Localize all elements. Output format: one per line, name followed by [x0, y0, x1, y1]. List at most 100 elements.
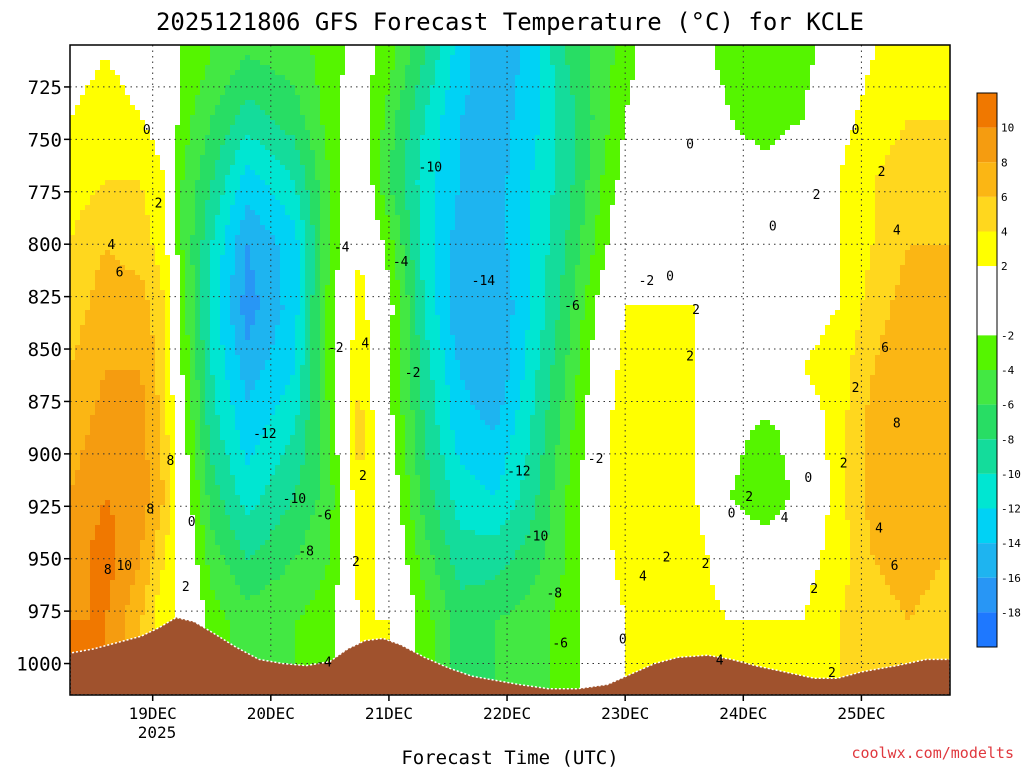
field-cell	[190, 355, 196, 361]
field-cell	[135, 535, 141, 541]
field-cell	[70, 565, 76, 571]
field-cell	[220, 635, 226, 641]
field-cell	[140, 405, 146, 411]
field-cell	[95, 615, 101, 621]
field-cell	[200, 380, 206, 386]
field-cell	[215, 520, 221, 526]
field-cell	[230, 590, 236, 596]
field-cell	[90, 475, 96, 481]
field-cell	[225, 170, 231, 176]
field-cell	[110, 330, 116, 336]
field-cell	[215, 320, 221, 326]
field-cell	[215, 450, 221, 456]
field-cell	[215, 235, 221, 241]
field-cell	[165, 265, 171, 271]
field-cell	[170, 95, 176, 101]
field-cell	[90, 535, 96, 541]
field-cell	[115, 295, 121, 301]
field-cell	[255, 400, 261, 406]
field-cell	[200, 230, 206, 236]
field-cell	[220, 485, 226, 491]
field-cell	[95, 505, 101, 511]
field-cell	[235, 380, 241, 386]
field-cell	[160, 135, 166, 141]
field-cell	[250, 145, 256, 151]
field-cell	[200, 500, 206, 506]
field-cell	[110, 315, 116, 321]
field-cell	[250, 130, 256, 136]
field-cell	[140, 85, 146, 91]
field-cell	[105, 415, 111, 421]
field-cell	[120, 140, 126, 146]
field-cell	[95, 530, 101, 536]
field-cell	[70, 415, 76, 421]
field-cell	[165, 585, 171, 591]
field-cell	[155, 420, 161, 426]
field-cell	[90, 600, 96, 606]
field-cell	[230, 345, 236, 351]
field-cell	[85, 310, 91, 316]
field-cell	[190, 315, 196, 321]
field-cell	[125, 85, 131, 91]
field-cell	[170, 60, 176, 66]
field-cell	[165, 245, 171, 251]
field-cell	[245, 460, 251, 466]
field-cell	[145, 65, 151, 71]
field-cell	[260, 150, 266, 156]
field-cell	[130, 260, 136, 266]
field-cell	[235, 115, 241, 121]
field-cell	[250, 165, 256, 171]
field-cell	[70, 65, 76, 71]
field-cell	[125, 480, 131, 486]
field-cell	[160, 515, 166, 521]
field-cell	[80, 565, 86, 571]
field-cell	[110, 190, 116, 196]
field-cell	[220, 575, 226, 581]
field-cell	[80, 265, 86, 271]
field-cell	[160, 430, 166, 436]
field-cell	[210, 395, 216, 401]
field-cell	[190, 425, 196, 431]
field-cell	[155, 185, 161, 191]
field-cell	[230, 515, 236, 521]
field-cell	[230, 125, 236, 131]
field-cell	[135, 340, 141, 346]
field-cell	[90, 170, 96, 176]
field-cell	[215, 55, 221, 61]
field-cell	[220, 145, 226, 151]
field-cell	[245, 185, 251, 191]
field-cell	[250, 180, 256, 186]
field-cell	[140, 100, 146, 106]
field-cell	[210, 145, 216, 151]
field-cell	[170, 430, 176, 436]
field-cell	[240, 110, 246, 116]
field-cell	[225, 550, 231, 556]
field-cell	[120, 595, 126, 601]
field-cell	[220, 610, 226, 616]
field-cell	[130, 515, 136, 521]
field-cell	[160, 345, 166, 351]
field-cell	[105, 360, 111, 366]
field-cell	[255, 385, 261, 391]
field-cell	[80, 50, 86, 56]
field-cell	[145, 55, 151, 61]
field-cell	[170, 400, 176, 406]
field-cell	[145, 625, 151, 631]
field-cell	[250, 420, 256, 426]
field-cell	[75, 60, 81, 66]
field-cell	[70, 495, 76, 501]
field-cell	[230, 80, 236, 86]
field-cell	[160, 560, 166, 566]
field-cell	[125, 575, 131, 581]
field-cell	[195, 310, 201, 316]
field-cell	[165, 125, 171, 131]
field-cell	[170, 210, 176, 216]
field-cell	[175, 555, 181, 561]
field-cell	[105, 570, 111, 576]
field-cell	[80, 75, 86, 81]
field-cell	[210, 365, 216, 371]
field-cell	[105, 280, 111, 286]
field-cell	[220, 105, 226, 111]
field-cell	[155, 505, 161, 511]
field-cell	[105, 595, 111, 601]
